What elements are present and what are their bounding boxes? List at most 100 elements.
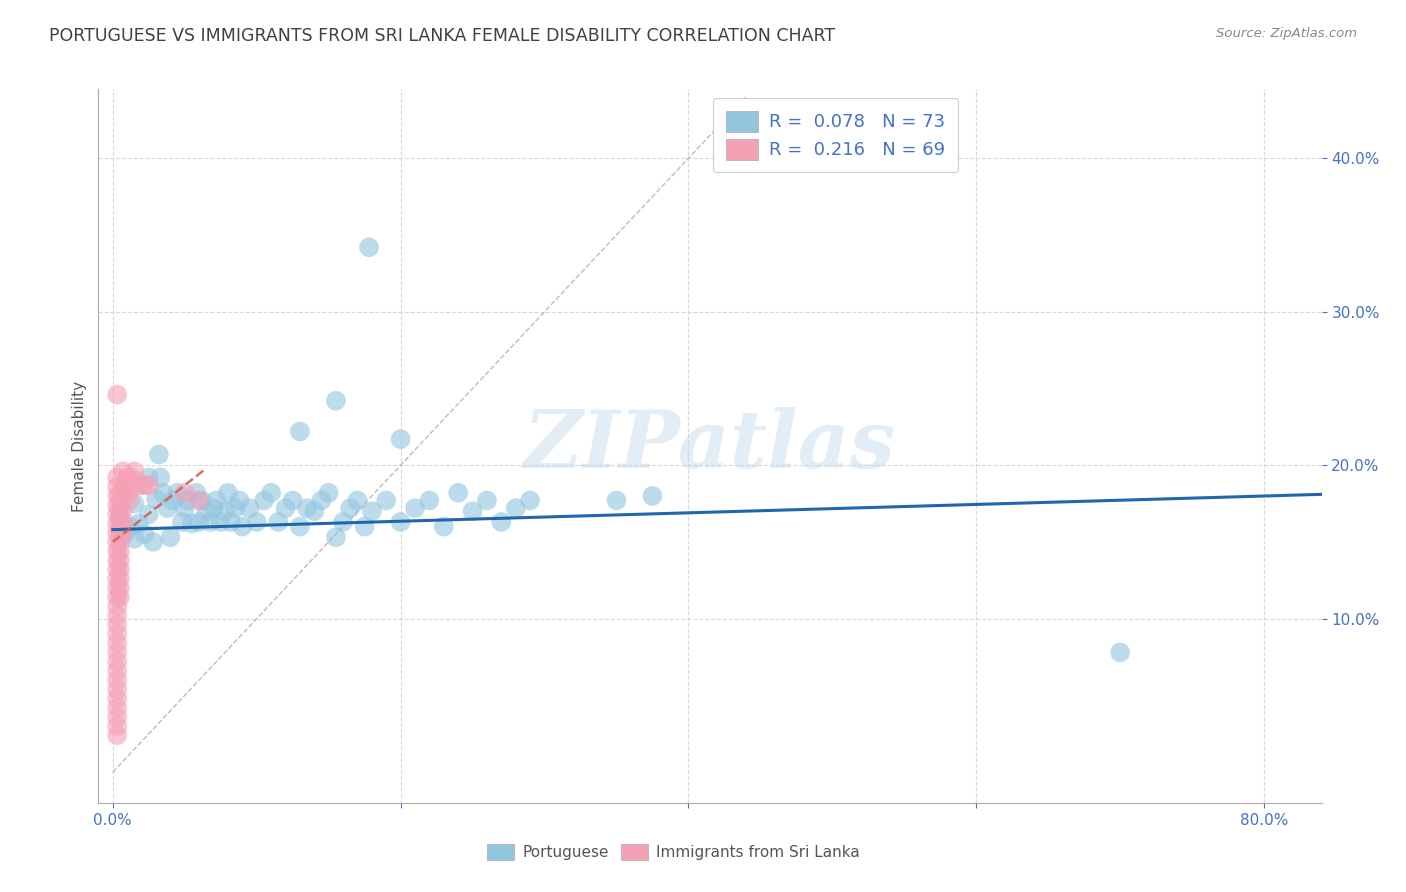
Point — [111, 529, 134, 543]
Point — [138, 478, 160, 492]
Point — [105, 590, 128, 604]
Point — [228, 493, 250, 508]
Point — [124, 532, 146, 546]
Point — [134, 527, 156, 541]
Point — [138, 508, 160, 522]
Point — [389, 432, 412, 446]
Point — [121, 470, 143, 484]
Point — [105, 544, 128, 558]
Point — [519, 493, 541, 508]
Point — [115, 485, 138, 500]
Point — [105, 508, 128, 522]
Point — [170, 515, 193, 529]
Point — [108, 525, 131, 540]
Point — [105, 673, 128, 687]
Point — [325, 393, 347, 408]
Text: ZIPatlas: ZIPatlas — [524, 408, 896, 484]
Point — [131, 478, 153, 492]
Point — [105, 535, 128, 549]
Point — [120, 519, 142, 533]
Text: Source: ZipAtlas.com: Source: ZipAtlas.com — [1216, 27, 1357, 40]
Point — [105, 608, 128, 623]
Point — [105, 655, 128, 669]
Point — [404, 501, 426, 516]
Point — [353, 519, 375, 533]
Point — [447, 485, 470, 500]
Point — [105, 480, 128, 494]
Point — [318, 485, 340, 500]
Point — [1109, 645, 1132, 659]
Point — [260, 485, 283, 500]
Point — [231, 519, 253, 533]
Point — [105, 498, 128, 512]
Point — [281, 493, 304, 508]
Point — [105, 572, 128, 586]
Point — [108, 508, 131, 522]
Point — [162, 493, 184, 508]
Point — [128, 516, 150, 531]
Point — [375, 493, 398, 508]
Point — [217, 485, 239, 500]
Point — [124, 464, 146, 478]
Point — [267, 515, 290, 529]
Point — [105, 664, 128, 678]
Point — [108, 489, 131, 503]
Point — [311, 493, 333, 508]
Point — [166, 485, 188, 500]
Point — [274, 501, 297, 516]
Point — [173, 485, 195, 500]
Point — [304, 504, 326, 518]
Point — [105, 627, 128, 641]
Point — [108, 553, 131, 567]
Point — [111, 504, 134, 518]
Point — [475, 493, 498, 508]
Point — [138, 470, 160, 484]
Point — [288, 519, 311, 533]
Point — [108, 498, 131, 512]
Point — [111, 516, 134, 531]
Point — [108, 544, 131, 558]
Point — [105, 562, 128, 576]
Point — [105, 525, 128, 540]
Point — [115, 470, 138, 484]
Point — [214, 504, 236, 518]
Point — [108, 512, 131, 526]
Point — [339, 501, 361, 516]
Point — [332, 515, 354, 529]
Point — [188, 493, 211, 508]
Point — [105, 553, 128, 567]
Point — [224, 501, 246, 516]
Y-axis label: Female Disability: Female Disability — [72, 380, 87, 512]
Point — [181, 516, 204, 531]
Point — [253, 493, 276, 508]
Point — [176, 493, 198, 508]
Point — [202, 501, 225, 516]
Point — [246, 515, 269, 529]
Point — [112, 527, 135, 541]
Point — [641, 489, 664, 503]
Point — [346, 493, 368, 508]
Point — [149, 470, 172, 484]
Point — [105, 710, 128, 724]
Point — [188, 515, 211, 529]
Point — [108, 535, 131, 549]
Point — [105, 516, 128, 531]
Point — [111, 464, 134, 478]
Point — [124, 480, 146, 494]
Point — [105, 617, 128, 632]
Point — [389, 515, 412, 529]
Point — [605, 493, 627, 508]
Point — [173, 501, 195, 516]
Point — [191, 493, 214, 508]
Point — [105, 489, 128, 503]
Point — [105, 387, 128, 401]
Point — [238, 501, 260, 516]
Point — [112, 478, 135, 492]
Point — [288, 425, 311, 439]
Point — [295, 501, 318, 516]
Point — [195, 504, 218, 518]
Point — [105, 691, 128, 706]
Point — [108, 516, 131, 531]
Point — [205, 493, 228, 508]
Point — [108, 590, 131, 604]
